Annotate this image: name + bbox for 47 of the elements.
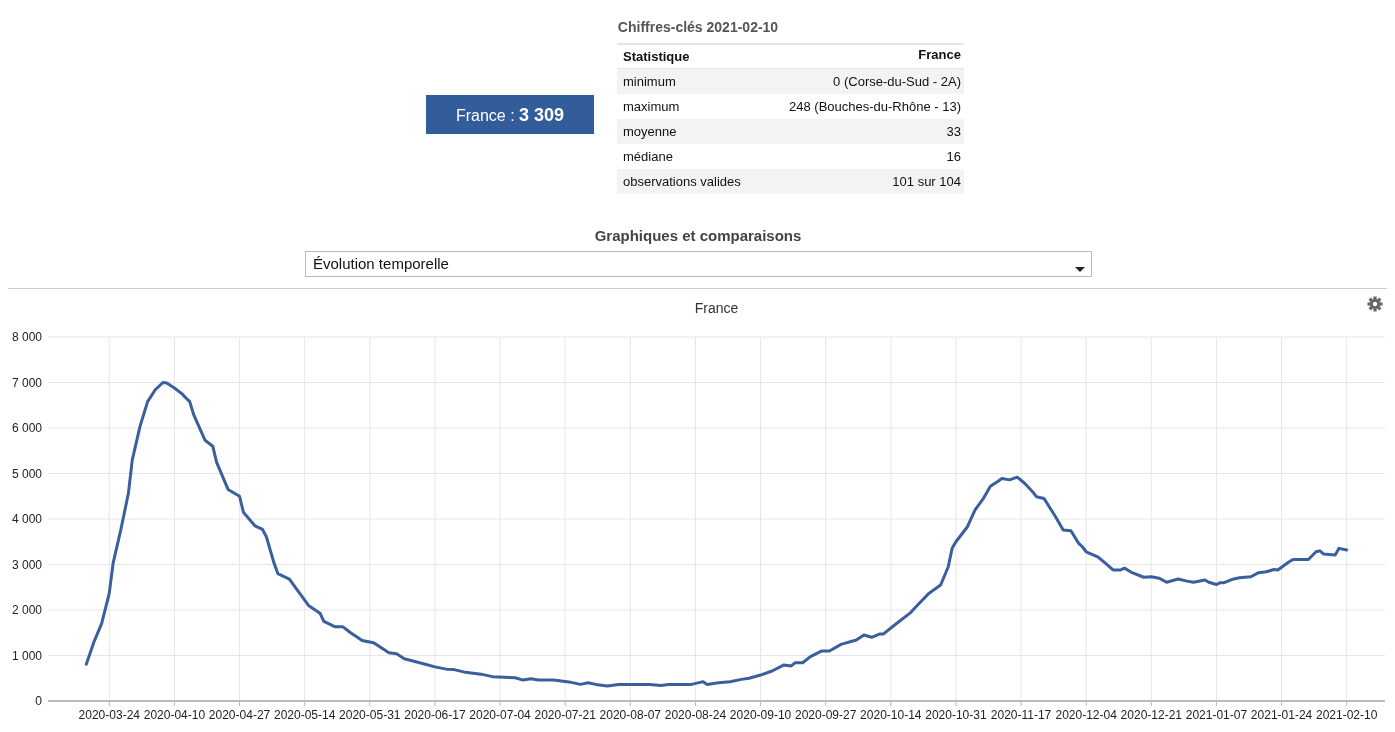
text: minimum bbox=[623, 74, 676, 89]
text: moyenne bbox=[623, 124, 677, 139]
x-tick-label: 2020-10-14 bbox=[860, 708, 922, 722]
text: Statistique bbox=[623, 49, 690, 64]
y-tick-label: 4 000 bbox=[11, 512, 43, 526]
text: Chiffres-clés 2021-02-10 bbox=[617, 19, 779, 35]
text: France bbox=[918, 47, 961, 62]
text: 16 bbox=[946, 149, 961, 164]
x-tick-label: 2020-06-17 bbox=[404, 708, 466, 722]
text: 101 sur 104 bbox=[892, 174, 961, 189]
x-tick-label: 2020-04-10 bbox=[143, 708, 206, 722]
text: médiane bbox=[623, 149, 673, 164]
x-tick-label: 2021-02-10 bbox=[1316, 708, 1378, 722]
y-tick-label: 5 000 bbox=[11, 466, 43, 481]
x-tick-label: 2021-01-07 bbox=[1185, 708, 1248, 722]
chart-title: France bbox=[694, 300, 739, 316]
y-tick-label: 1 000 bbox=[11, 648, 43, 663]
x-tick-label: 2020-07-04 bbox=[469, 708, 532, 722]
x-tick-label: 2020-12-04 bbox=[1055, 708, 1118, 722]
line-series bbox=[84, 381, 1349, 688]
x-tick-label: 2020-10-31 bbox=[925, 708, 987, 722]
text: Évolution temporelle bbox=[313, 255, 449, 272]
x-tick-label: 2020-08-24 bbox=[664, 708, 727, 722]
text: observations valides bbox=[623, 174, 742, 189]
text: 0 (Corse-du-Sud - 2A) bbox=[833, 74, 961, 89]
text: France : 3 309 bbox=[455, 105, 565, 125]
x-tick-label: 2020-09-27 bbox=[794, 708, 857, 722]
x-tick-label: 2020-12-21 bbox=[1120, 708, 1183, 722]
x-tick-label: 2020-11-17 bbox=[990, 708, 1052, 722]
y-tick-label: 6 000 bbox=[11, 421, 43, 435]
y-tick-label: 3 000 bbox=[11, 557, 43, 572]
x-tick-label: 2020-05-31 bbox=[339, 708, 401, 722]
x-tick-label: 2020-07-21 bbox=[534, 708, 597, 722]
text: 248 (Bouches-du-Rhône - 13) bbox=[789, 99, 961, 114]
x-tick-label: 2020-03-24 bbox=[78, 708, 141, 722]
x-tick-label: 2020-05-14 bbox=[273, 708, 336, 722]
x-tick-label: 2021-01-24 bbox=[1250, 708, 1313, 722]
y-tick-label: 0 bbox=[35, 694, 43, 708]
y-tick-label: 8 000 bbox=[11, 330, 43, 344]
x-tick-label: 2020-04-27 bbox=[208, 708, 271, 722]
x-tick-label: 2020-09-10 bbox=[729, 708, 792, 722]
x-tick-label: 2020-08-07 bbox=[599, 708, 662, 722]
text: maximum bbox=[623, 99, 680, 114]
text: 33 bbox=[946, 124, 961, 139]
y-tick-label: 2 000 bbox=[11, 603, 43, 617]
y-tick-label: 7 000 bbox=[11, 375, 43, 390]
text: Graphiques et comparaisons bbox=[594, 227, 802, 244]
